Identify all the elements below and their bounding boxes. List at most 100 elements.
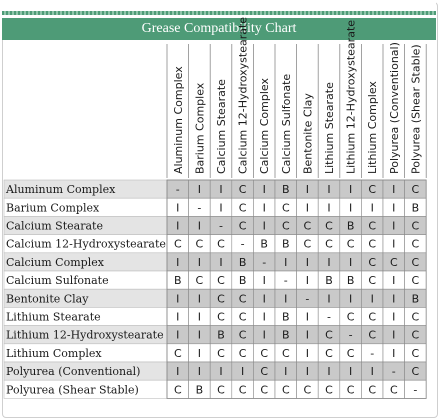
cell-value: I bbox=[198, 292, 201, 305]
cell-value: I bbox=[306, 311, 309, 324]
cell-value: - bbox=[197, 201, 201, 214]
cell-value: C bbox=[196, 238, 204, 251]
cell-value: C bbox=[368, 183, 376, 196]
row-label: Polyurea (Shear Stable) bbox=[6, 383, 139, 396]
cell-value: B bbox=[282, 311, 290, 324]
row-label: Polyurea (Conventional) bbox=[6, 365, 140, 378]
cell-value: C bbox=[260, 365, 268, 378]
cell-value: I bbox=[392, 311, 395, 324]
cell-value: C bbox=[304, 238, 312, 251]
cell-value: C bbox=[304, 220, 312, 233]
chart-title: Grease Compatibility Chart bbox=[2, 18, 436, 40]
cell-value: B bbox=[412, 201, 420, 214]
cell-value: C bbox=[174, 347, 182, 360]
cell-value: I bbox=[392, 292, 395, 305]
cell-value: C bbox=[347, 238, 355, 251]
column-label: Barium Complex bbox=[193, 82, 206, 174]
cell-value: I bbox=[349, 256, 352, 269]
cell-value: B bbox=[282, 329, 290, 342]
cell-value: C bbox=[412, 311, 420, 324]
cell-value: C bbox=[412, 238, 420, 251]
cell-value: I bbox=[392, 238, 395, 251]
cell-value: C bbox=[239, 329, 247, 342]
cell-value: B bbox=[260, 238, 268, 251]
cell-value: I bbox=[263, 274, 266, 287]
title-decoration bbox=[2, 2, 436, 18]
cell-value: B bbox=[174, 274, 182, 287]
column-label: Lithium Stearate bbox=[323, 82, 336, 174]
cell-value: I bbox=[263, 311, 266, 324]
cell-value: I bbox=[263, 183, 266, 196]
cell-value: C bbox=[282, 347, 290, 360]
cell-value: I bbox=[392, 329, 395, 342]
row-label: Aluminum Complex bbox=[5, 183, 116, 196]
cell-value: I bbox=[263, 292, 266, 305]
cell-value: I bbox=[392, 201, 395, 214]
cell-value: - bbox=[327, 311, 331, 324]
cell-value: C bbox=[217, 274, 225, 287]
column-label: Calcium Sulfonate bbox=[280, 74, 293, 174]
cell-value: C bbox=[239, 183, 247, 196]
cell-value: C bbox=[304, 383, 312, 396]
cell-value: I bbox=[198, 329, 201, 342]
cell-value: I bbox=[327, 256, 330, 269]
cell-value: I bbox=[306, 365, 309, 378]
row-label: Bentonite Clay bbox=[6, 292, 89, 305]
cell-value: I bbox=[176, 365, 179, 378]
cell-value: B bbox=[196, 383, 204, 396]
cell-value: - bbox=[284, 274, 288, 287]
cell-value: I bbox=[263, 201, 266, 214]
cell-value: C bbox=[260, 383, 268, 396]
column-label: Aluminum Complex bbox=[172, 66, 185, 174]
cell-value: I bbox=[284, 365, 287, 378]
cell-value: I bbox=[306, 329, 309, 342]
column-label: Calcium 12-Hydroxystearate bbox=[237, 17, 250, 174]
row-label: Barium Complex bbox=[6, 201, 100, 214]
cell-value: I bbox=[371, 292, 374, 305]
cell-value: I bbox=[349, 365, 352, 378]
cell-value: C bbox=[347, 347, 355, 360]
cell-value: - bbox=[305, 292, 309, 305]
cell-value: B bbox=[282, 183, 290, 196]
cell-value: C bbox=[239, 383, 247, 396]
cell-value: I bbox=[176, 329, 179, 342]
cell-value: - bbox=[262, 256, 266, 269]
cell-value: C bbox=[282, 383, 290, 396]
cell-value: C bbox=[368, 238, 376, 251]
cell-value: I bbox=[306, 183, 309, 196]
cell-value: C bbox=[217, 238, 225, 251]
cell-value: C bbox=[196, 274, 204, 287]
cell-value: C bbox=[325, 220, 333, 233]
cell-value: C bbox=[217, 292, 225, 305]
cell-value: C bbox=[412, 329, 420, 342]
cell-value: I bbox=[176, 220, 179, 233]
cell-value: B bbox=[325, 274, 333, 287]
cell-value: I bbox=[176, 256, 179, 269]
row-label: Calcium Stearate bbox=[6, 220, 103, 233]
cell-value: C bbox=[390, 383, 398, 396]
cell-value: C bbox=[325, 238, 333, 251]
cell-value: - bbox=[349, 329, 353, 342]
row-label: Lithium Complex bbox=[6, 347, 102, 360]
column-label: Polyurea (Conventional) bbox=[388, 42, 401, 174]
cell-value: I bbox=[306, 201, 309, 214]
cell-value: I bbox=[219, 183, 222, 196]
cell-value: I bbox=[219, 365, 222, 378]
cell-value: - bbox=[219, 220, 223, 233]
cell-value: C bbox=[412, 256, 420, 269]
cell-value: I bbox=[349, 183, 352, 196]
column-label: Calcium Stearate bbox=[215, 79, 228, 174]
cell-value: I bbox=[198, 256, 201, 269]
cell-value: - bbox=[176, 183, 180, 196]
cell-value: I bbox=[198, 311, 201, 324]
cell-value: C bbox=[174, 383, 182, 396]
cell-value: I bbox=[306, 347, 309, 360]
cell-value: C bbox=[368, 383, 376, 396]
cell-value: B bbox=[282, 238, 290, 251]
cell-value: B bbox=[239, 256, 247, 269]
cell-value: I bbox=[392, 347, 395, 360]
cell-value: C bbox=[347, 383, 355, 396]
cell-value: I bbox=[327, 201, 330, 214]
cell-value: - bbox=[392, 365, 396, 378]
row-label: Lithium 12-Hydroxystearate bbox=[6, 329, 164, 342]
